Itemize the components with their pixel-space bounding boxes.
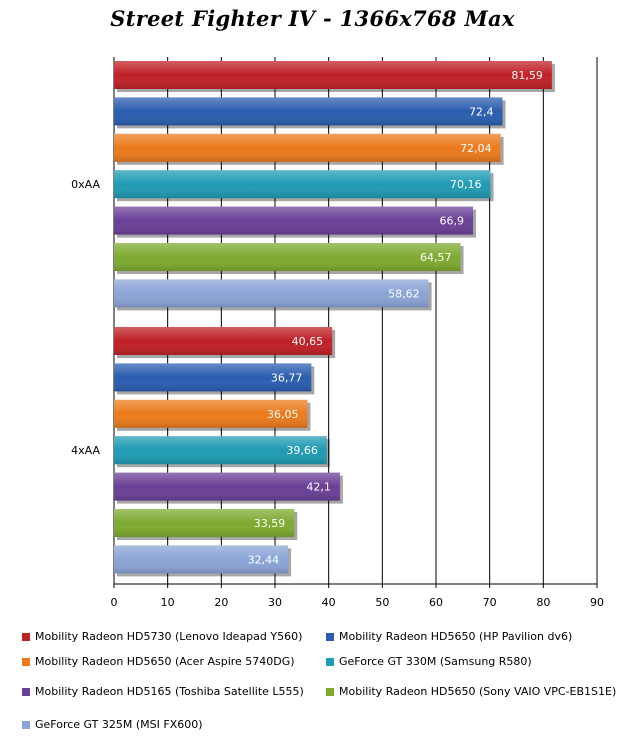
x-tick-label: 20 xyxy=(214,596,228,609)
bar-highlight xyxy=(114,206,474,235)
bar-highlight xyxy=(114,363,312,392)
legend-item: Mobility Radeon HD5650 (HP Pavilion dv6) xyxy=(326,630,572,643)
bar-highlight xyxy=(114,243,461,271)
bars: 81,59 72,4 72,04 70,16 66,9 64,57 58,62 40,65 36… xyxy=(114,61,555,577)
data-label: 36,05 xyxy=(267,408,299,421)
x-tick-label: 40 xyxy=(322,596,336,609)
legend-swatch xyxy=(22,720,30,729)
bar-highlight xyxy=(114,509,295,537)
legend-label: Mobility Radeon HD5650 (Sony VAIO VPC-EB… xyxy=(339,685,617,698)
bar-highlight xyxy=(114,97,503,126)
legend-item: Mobility Radeon HD5730 (Lenovo Ideapad Y… xyxy=(22,630,302,643)
bar-highlight xyxy=(114,472,340,501)
x-tick-label: 80 xyxy=(536,596,550,609)
data-label: 39,66 xyxy=(286,444,318,457)
data-label: 36,77 xyxy=(271,371,303,384)
x-tick-label: 0 xyxy=(111,596,118,609)
bar-highlight xyxy=(114,133,501,162)
legend-swatch xyxy=(22,657,30,666)
bar-highlight xyxy=(114,170,491,199)
bar-highlight xyxy=(114,545,289,574)
category-label: 0xAA xyxy=(71,178,100,191)
data-label: 42,1 xyxy=(306,481,331,494)
legend-label: Mobility Radeon HD5165 (Toshiba Satellit… xyxy=(35,685,304,698)
x-axis: 0 10 20 30 40 50 60 70 80 90 xyxy=(111,584,604,609)
data-label: 40,65 xyxy=(292,335,324,348)
bar-chart: 81,59 72,4 72,04 70,16 66,9 64,57 58,62 40,65 36… xyxy=(71,57,604,609)
data-label: 72,4 xyxy=(469,105,494,118)
legend-swatch xyxy=(22,687,30,696)
legend-item: GeForce GT 330M (Samsung R580) xyxy=(326,655,532,668)
legend-label: Mobility Radeon HD5730 (Lenovo Ideapad Y… xyxy=(35,630,303,643)
x-tick-label: 30 xyxy=(268,596,282,609)
bar-highlight xyxy=(114,61,552,89)
x-tick-label: 50 xyxy=(375,596,389,609)
y-axis: 0xAA 4xAA xyxy=(71,178,100,457)
data-label: 70,16 xyxy=(450,178,482,191)
legend-label: GeForce GT 330M (Samsung R580) xyxy=(339,655,532,668)
legend-label: Mobility Radeon HD5650 (Acer Aspire 5740… xyxy=(35,655,295,668)
data-label: 81,59 xyxy=(511,69,543,82)
legend-swatch xyxy=(22,632,30,641)
legend-swatch xyxy=(326,632,334,641)
legend-item: Mobility Radeon HD5650 (Acer Aspire 5740… xyxy=(22,655,295,668)
data-label: 32,44 xyxy=(248,553,280,566)
legend-item: Mobility Radeon HD5650 (Sony VAIO VPC-EB… xyxy=(326,685,616,698)
x-tick-label: 60 xyxy=(429,596,443,609)
bar-highlight xyxy=(114,327,333,355)
legend-swatch xyxy=(326,687,334,696)
data-label: 72,04 xyxy=(460,142,492,155)
x-tick-label: 10 xyxy=(161,596,175,609)
data-label: 33,59 xyxy=(254,517,286,530)
bar-highlight xyxy=(114,436,327,465)
data-label: 58,62 xyxy=(388,287,420,300)
x-tick-label: 90 xyxy=(590,596,604,609)
data-label: 66,9 xyxy=(440,215,465,228)
legend-item: Mobility Radeon HD5165 (Toshiba Satellit… xyxy=(22,685,304,698)
bar-highlight xyxy=(114,279,429,308)
legend-item: GeForce GT 325M (MSI FX600) xyxy=(22,718,203,731)
legend-label: Mobility Radeon HD5650 (HP Pavilion dv6) xyxy=(339,630,573,643)
chart-title: Street Fighter IV - 1366x768 Max xyxy=(110,6,515,31)
bar-highlight xyxy=(114,399,308,428)
legend-swatch xyxy=(326,657,334,666)
x-tick-label: 70 xyxy=(483,596,497,609)
legend-label: GeForce GT 325M (MSI FX600) xyxy=(35,718,203,731)
data-label: 64,57 xyxy=(420,251,452,264)
category-label: 4xAA xyxy=(71,444,100,457)
